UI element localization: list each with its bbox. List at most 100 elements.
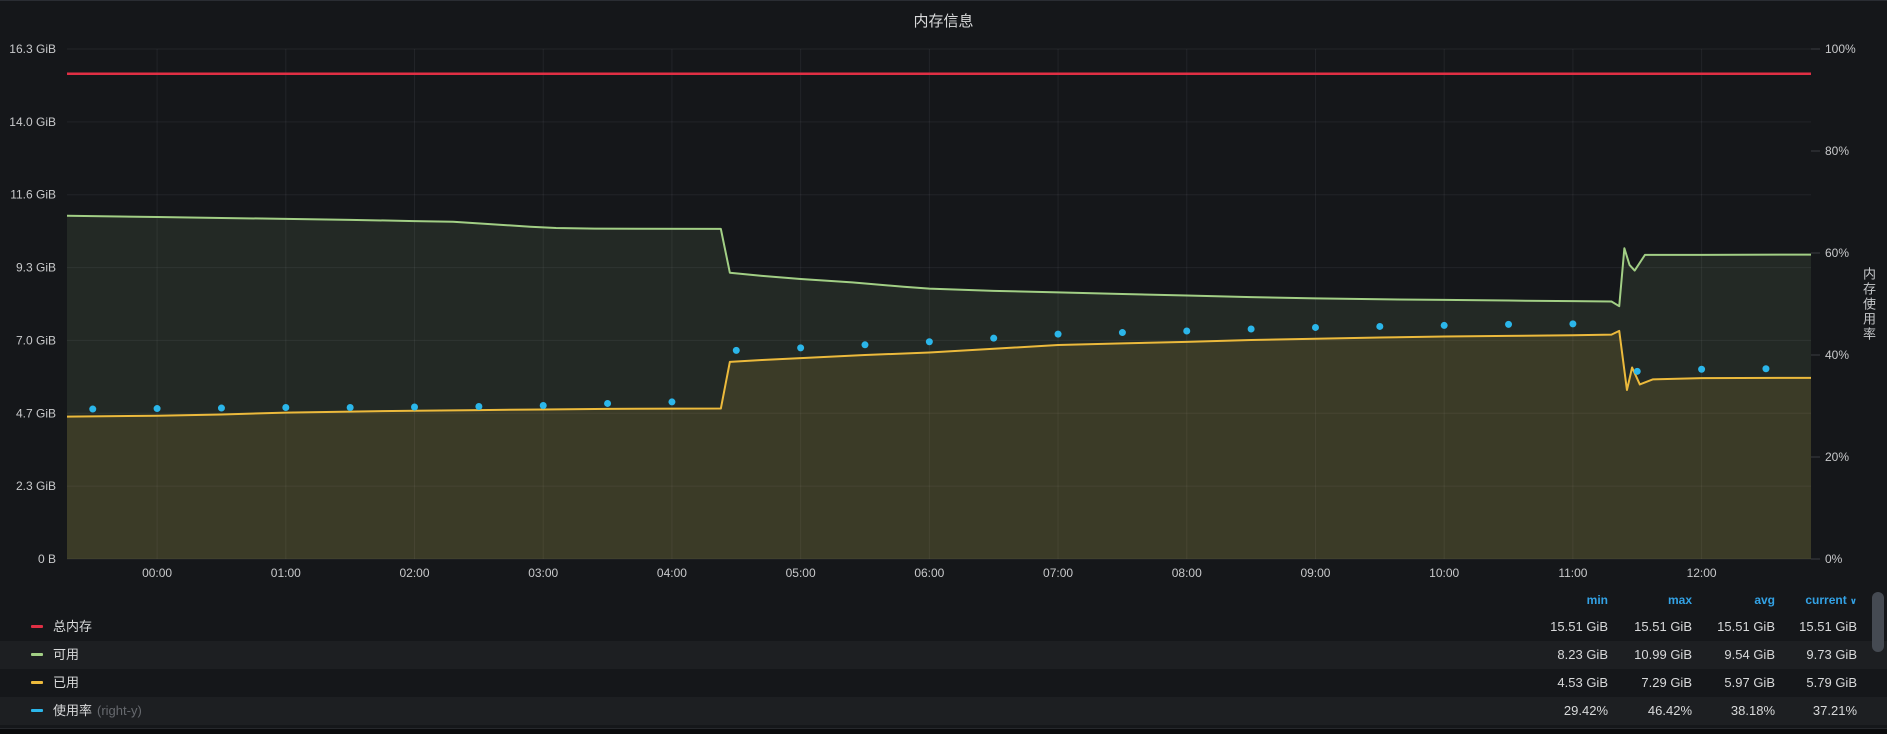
series-point-使用率 (1440, 321, 1448, 329)
y-right-axis-label: 60% (1825, 246, 1849, 260)
series-point-使用率 (1376, 322, 1384, 330)
panel-title[interactable]: 内存信息 (913, 13, 974, 30)
series-axis-note: (right-y) (97, 703, 142, 718)
y-left-axis-label: 11.6 GiB (10, 188, 56, 202)
chart-canvas[interactable]: 0 B 2.3 GiB 4.7 GiB 7.0 GiB 9.3 GiB 11.6 GiB 1… (0, 1, 1887, 587)
series-line-可用 (66, 214, 1812, 308)
legend-value-current: 15.51 GiB (1799, 619, 1857, 634)
legend-value-current: 5.79 GiB (1806, 675, 1857, 690)
y-left-axis-label: 2.3 GiB (16, 479, 56, 493)
legend-value-min: 4.53 GiB (1557, 675, 1608, 690)
legend-row-总内存: 总内存 15.51 GiB 15.51 GiB 15.51 GiB 15.51 GiB (0, 613, 1887, 641)
y-right-axis-title: 内存使用率 (1861, 266, 1876, 342)
legend-row-可用: 可用 8.23 GiB 10.99 GiB 9.54 GiB 9.73 GiB (0, 641, 1887, 669)
x-axis-label: 08:00 (1172, 566, 1202, 580)
series-area-已用 (67, 330, 1811, 559)
series-point-使用率 (153, 405, 161, 413)
series-point-使用率 (282, 404, 290, 412)
x-axis-label: 00:00 (142, 566, 172, 580)
series-point-使用率 (1247, 325, 1255, 333)
series-point-使用率 (346, 404, 354, 412)
y-right-axis-label: 80% (1825, 144, 1849, 158)
series-point-使用率 (861, 341, 869, 349)
x-axis-label: 10:00 (1429, 566, 1459, 580)
y-left-axis-label: 9.3 GiB (16, 261, 56, 275)
x-axis-label: 01:00 (271, 566, 301, 580)
series-point-使用率 (89, 405, 97, 413)
series-point-使用率 (604, 399, 612, 407)
legend-value-max: 10.99 GiB (1634, 647, 1692, 662)
series-line-已用 (66, 329, 1812, 418)
y-left-axis-label: 4.7 GiB (16, 406, 56, 420)
series-toggle-总内存[interactable]: 总内存 (31, 613, 92, 641)
legend-value-min: 15.51 GiB (1550, 619, 1608, 634)
series-toggle-使用率[interactable]: 使用率 (right-y) (31, 697, 142, 725)
legend-value-max: 7.29 GiB (1641, 675, 1692, 690)
x-axis-label: 07:00 (1043, 566, 1073, 580)
y-right-axis-label: 20% (1825, 450, 1849, 464)
series-point-使用率 (475, 403, 483, 411)
series-name: 总内存 (53, 619, 93, 634)
legend-sort-current[interactable]: current ∨ (1805, 593, 1857, 607)
series-point-使用率 (1569, 320, 1577, 328)
series-toggle-已用[interactable]: 已用 (31, 669, 79, 697)
y-right-axis-label: 0% (1825, 552, 1843, 566)
y-left-axis-label: 14.0 GiB (9, 115, 56, 129)
series-point-使用率 (1633, 367, 1641, 375)
series-point-使用率 (990, 334, 998, 342)
legend-value-current: 37.21% (1812, 703, 1857, 718)
series-color-dash-icon (31, 709, 43, 713)
legend-value-max: 46.42% (1647, 703, 1692, 718)
x-axis-label: 06:00 (914, 566, 944, 580)
legend-value-avg: 38.18% (1730, 703, 1775, 718)
legend-row-已用: 已用 4.53 GiB 7.29 GiB 5.97 GiB 5.79 GiB (0, 669, 1887, 697)
series-point-使用率 (1118, 329, 1126, 337)
x-axis-label: 12:00 (1687, 566, 1717, 580)
legend-header: min max avg current ∨ (0, 587, 1887, 613)
x-axis-label: 03:00 (528, 566, 558, 580)
x-axis-label: 02:00 (399, 566, 429, 580)
x-axis-label: 11:00 (1558, 566, 1587, 580)
series-toggle-可用[interactable]: 可用 (31, 641, 79, 669)
series-point-使用率 (797, 344, 805, 352)
series-point-使用率 (539, 401, 547, 409)
y-left-axis-label: 0 B (38, 552, 56, 566)
x-axis-label: 05:00 (786, 566, 816, 580)
series-name: 已用 (53, 675, 80, 690)
series-point-使用率 (1311, 323, 1319, 331)
series-area-可用 (67, 215, 1811, 559)
legend-value-min: 29.42% (1563, 703, 1608, 718)
series-point-使用率 (411, 403, 419, 411)
legend-value-avg: 9.54 GiB (1724, 647, 1775, 662)
series-color-dash-icon (31, 681, 43, 685)
y-left-axis-label: 7.0 GiB (16, 333, 56, 347)
series-point-使用率 (925, 338, 933, 346)
legend-sort-max[interactable]: max (1667, 593, 1692, 607)
y-right-axis-label: 40% (1825, 348, 1849, 362)
sort-caret-down-icon: ∨ (1849, 596, 1857, 606)
series-name: 可用 (53, 647, 80, 662)
series-point-使用率 (1698, 365, 1706, 373)
legend-sort-min[interactable]: min (1586, 593, 1608, 607)
series-point-使用率 (217, 404, 225, 412)
series-point-使用率 (1762, 365, 1770, 373)
y-left-axis-label: 16.3 GiB (9, 42, 56, 56)
legend-rows: 总内存 15.51 GiB 15.51 GiB 15.51 GiB 15.51 GiB 可… (0, 613, 1887, 725)
legend-scrollbar-thumb[interactable] (1872, 592, 1884, 652)
series-point-使用率 (1505, 320, 1513, 328)
legend-row-使用率: 使用率 (right-y) 29.42% 46.42% 38.18% 37.21% (0, 697, 1887, 725)
series-point-使用率 (1183, 327, 1191, 335)
legend-value-avg: 15.51 GiB (1717, 619, 1775, 634)
series-color-dash-icon (31, 653, 43, 657)
legend-table: min max avg current ∨ 总内存 15.51 GiB 15.51 GiB 1… (0, 587, 1887, 725)
series-color-dash-icon (31, 625, 43, 629)
series-point-使用率 (732, 346, 740, 354)
x-axis-label: 09:00 (1300, 566, 1330, 580)
y-right-axis-label: 100% (1825, 42, 1856, 56)
legend-value-min: 8.23 GiB (1557, 647, 1608, 662)
series-point-使用率 (1054, 330, 1062, 338)
series-point-使用率 (668, 398, 676, 406)
legend-sort-avg[interactable]: avg (1754, 593, 1775, 607)
x-axis-label: 04:00 (657, 566, 687, 580)
